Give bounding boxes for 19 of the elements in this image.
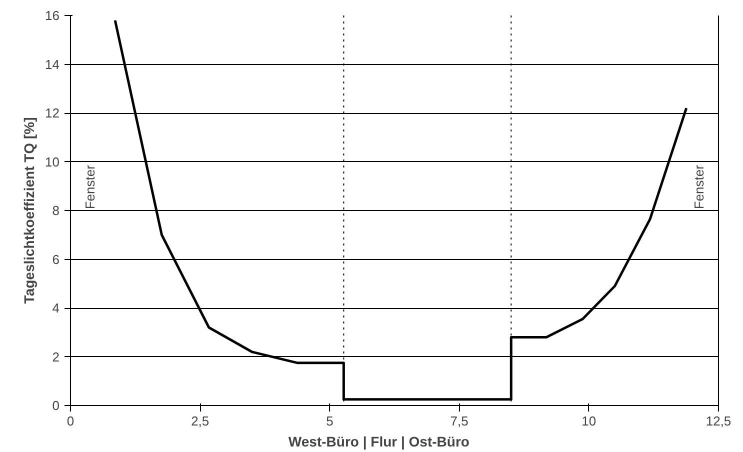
y-tick-label: 6 xyxy=(52,252,60,267)
y-tick-label: 12 xyxy=(45,106,60,120)
x-tick-label: 7,5 xyxy=(450,414,468,428)
y-tick-label: 0 xyxy=(52,398,60,413)
y-tick-label: 16 xyxy=(45,8,60,23)
x-tick-label: 5 xyxy=(326,414,334,428)
x-tick-label: 12,5 xyxy=(706,414,732,428)
annotation: Fenster xyxy=(82,164,98,210)
y-tick-label: 10 xyxy=(45,154,60,170)
y-axis-title: Tageslichtkoeffizient TQ [%] xyxy=(21,117,38,304)
x-tick-label: 10 xyxy=(582,414,596,428)
annotation: Fenster xyxy=(692,164,707,210)
x-axis-title: West-Büro | Flur | Ost-Büro xyxy=(288,434,470,450)
y-tick-label: 2 xyxy=(52,349,60,364)
y-tick-label: 8 xyxy=(52,203,60,218)
y-tick-label: 4 xyxy=(52,300,60,316)
y-tick-label: 14 xyxy=(45,56,60,72)
x-tick-label: 2,5 xyxy=(191,414,210,428)
x-tick-label: 0 xyxy=(66,414,74,428)
